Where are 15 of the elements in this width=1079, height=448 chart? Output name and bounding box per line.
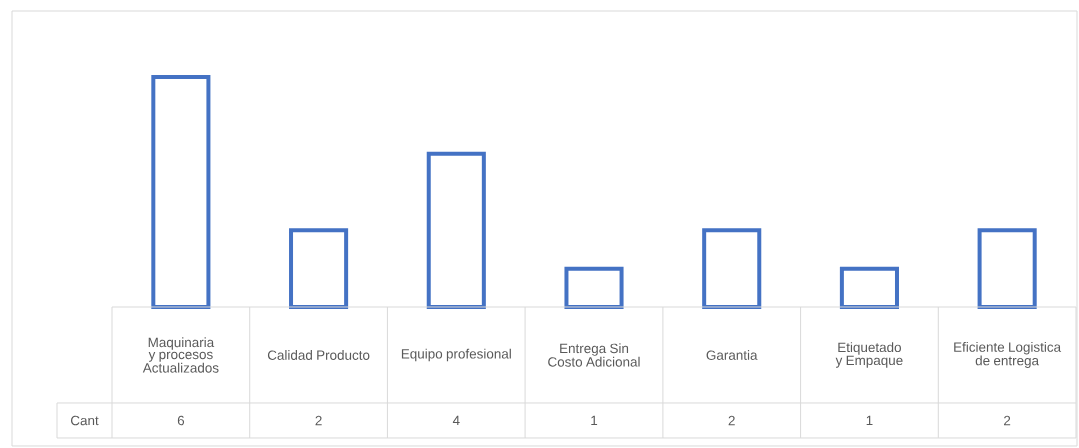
text: Cant (70, 415, 99, 426)
data-label: 6 (177, 415, 185, 426)
x-tick-label: Calidad Producto (267, 350, 370, 360)
data-label: 4 (452, 415, 460, 426)
x-tick-label: Garantia (706, 350, 758, 360)
data-label: 1 (591, 415, 598, 426)
x-tick-label: Maquinaria y procesos Actualizados (142, 337, 219, 373)
x-tick-label: Equipo profesional (401, 348, 511, 362)
data-label: 2 (728, 415, 735, 426)
x-tick-label: Entrega Sin Costo Adicional (548, 343, 640, 367)
x-tick-label: Eficiente Logistica de entrega (954, 341, 1062, 369)
data-label: 2 (1004, 415, 1011, 426)
data-label: 1 (866, 415, 873, 426)
data-label: 2 (315, 415, 322, 426)
x-tick-label: Etiquetado y Empaque (835, 342, 903, 368)
